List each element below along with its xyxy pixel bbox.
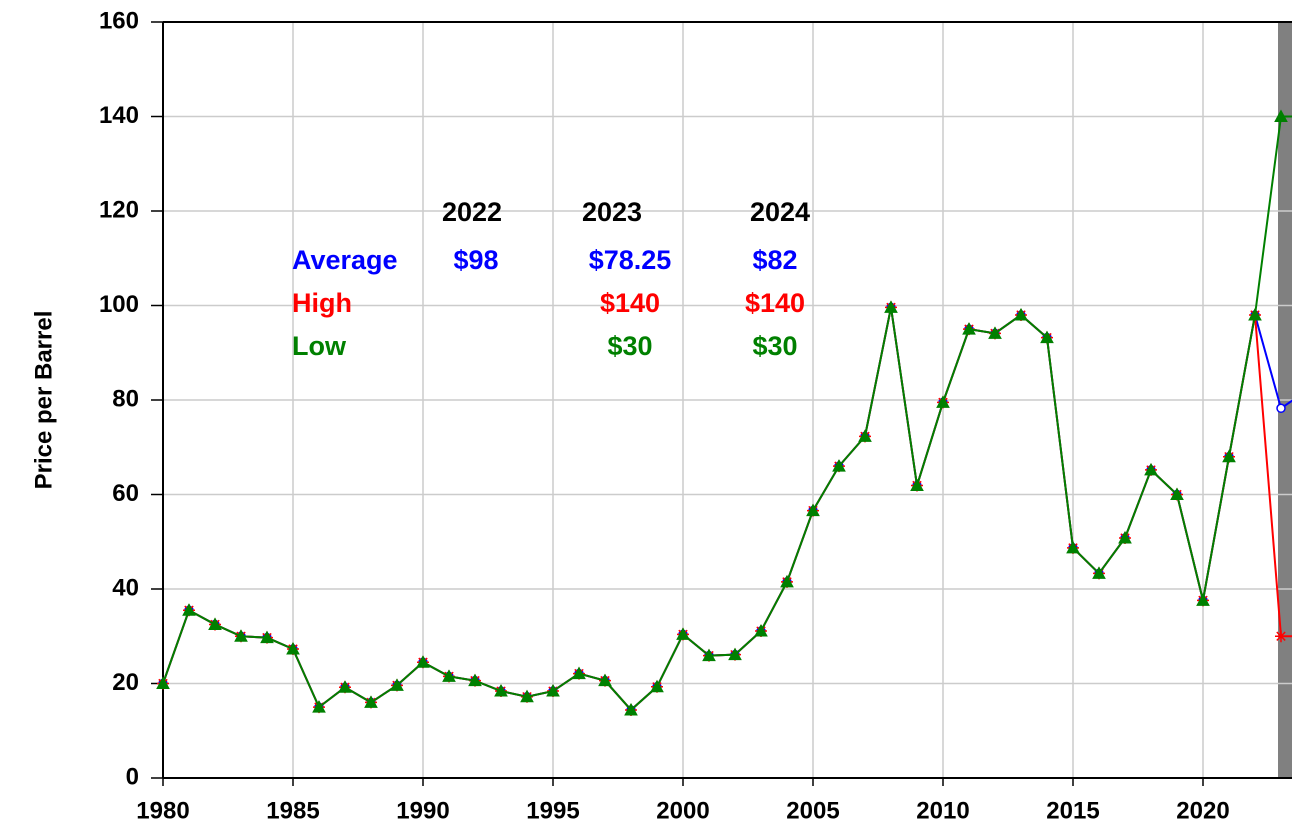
marker (988, 326, 1002, 339)
marker (286, 641, 300, 655)
x-tick-label: 1995 (526, 797, 579, 824)
y-tick-label: 100 (99, 291, 139, 318)
x-tick-label: 1990 (396, 797, 449, 824)
marker (1118, 530, 1132, 544)
marker (624, 702, 638, 716)
x-tick-label: 2010 (916, 797, 969, 824)
marker (156, 676, 170, 689)
marker (936, 395, 950, 408)
marker (468, 673, 482, 687)
marker (572, 666, 586, 680)
marker (390, 678, 404, 691)
marker (676, 627, 690, 640)
x-tick-label: 2005 (786, 797, 839, 824)
marker (1222, 449, 1236, 463)
y-tick-label: 120 (99, 196, 139, 223)
annotation-value: $30 (752, 331, 797, 361)
marker (1092, 566, 1106, 579)
annotation-header: 2024 (750, 197, 810, 227)
marker (1144, 462, 1158, 476)
marker (832, 459, 846, 472)
y-tick-label: 80 (112, 385, 139, 412)
annotation-value: $140 (745, 288, 805, 318)
marker (208, 617, 222, 630)
marker (1066, 540, 1080, 554)
marker (806, 503, 820, 517)
marker (1040, 330, 1054, 344)
annotation-label: High (292, 288, 352, 318)
annotation-header: 2022 (442, 197, 502, 227)
series-line (162, 307, 1292, 712)
marker (546, 684, 560, 697)
marker (260, 630, 274, 644)
annotation-value: $140 (600, 288, 660, 318)
marker (1274, 109, 1288, 122)
marker (364, 695, 378, 708)
y-tick-label: 0 (126, 763, 139, 790)
y-tick-label: 140 (99, 102, 139, 129)
marker (884, 300, 898, 313)
marker (598, 673, 612, 687)
y-axis-label: Price per Barrel (30, 311, 57, 490)
marker (494, 684, 508, 697)
annotation-header: 2023 (582, 197, 642, 227)
marker (182, 603, 196, 616)
x-tick-label: 2000 (656, 797, 709, 824)
marker (416, 655, 430, 668)
marker (780, 574, 794, 588)
marker (962, 322, 976, 335)
series-line (162, 307, 1292, 712)
x-tick-label: 2015 (1046, 797, 1099, 824)
y-tick-label: 160 (99, 7, 139, 34)
marker (910, 478, 924, 492)
marker (312, 700, 326, 713)
annotation-label: Low (292, 331, 347, 361)
marker (1170, 487, 1184, 500)
y-tick-label: 40 (112, 574, 139, 601)
marker (728, 647, 742, 661)
series-line (162, 115, 1292, 712)
marker (1248, 307, 1262, 321)
marker (1275, 630, 1287, 643)
marker (754, 624, 768, 637)
annotation-value: $98 (453, 245, 498, 275)
y-tick-label: 60 (112, 480, 139, 507)
marker (1014, 307, 1028, 321)
x-tick-label: 1985 (266, 797, 319, 824)
marker (858, 429, 872, 442)
marker (1276, 403, 1286, 414)
marker (1196, 593, 1210, 606)
marker (520, 689, 534, 703)
annotation-value: $78.25 (589, 245, 672, 275)
x-tick-label: 1980 (136, 797, 189, 824)
annotation-label: Average (292, 245, 398, 275)
y-tick-label: 20 (112, 669, 139, 696)
marker (442, 669, 456, 682)
x-tick-label: 2020 (1176, 797, 1229, 824)
annotation-value: $30 (607, 331, 652, 361)
marker (234, 629, 248, 642)
marker (650, 679, 664, 693)
annotation-value: $82 (752, 245, 797, 275)
marker (338, 680, 352, 693)
marker (702, 648, 716, 662)
